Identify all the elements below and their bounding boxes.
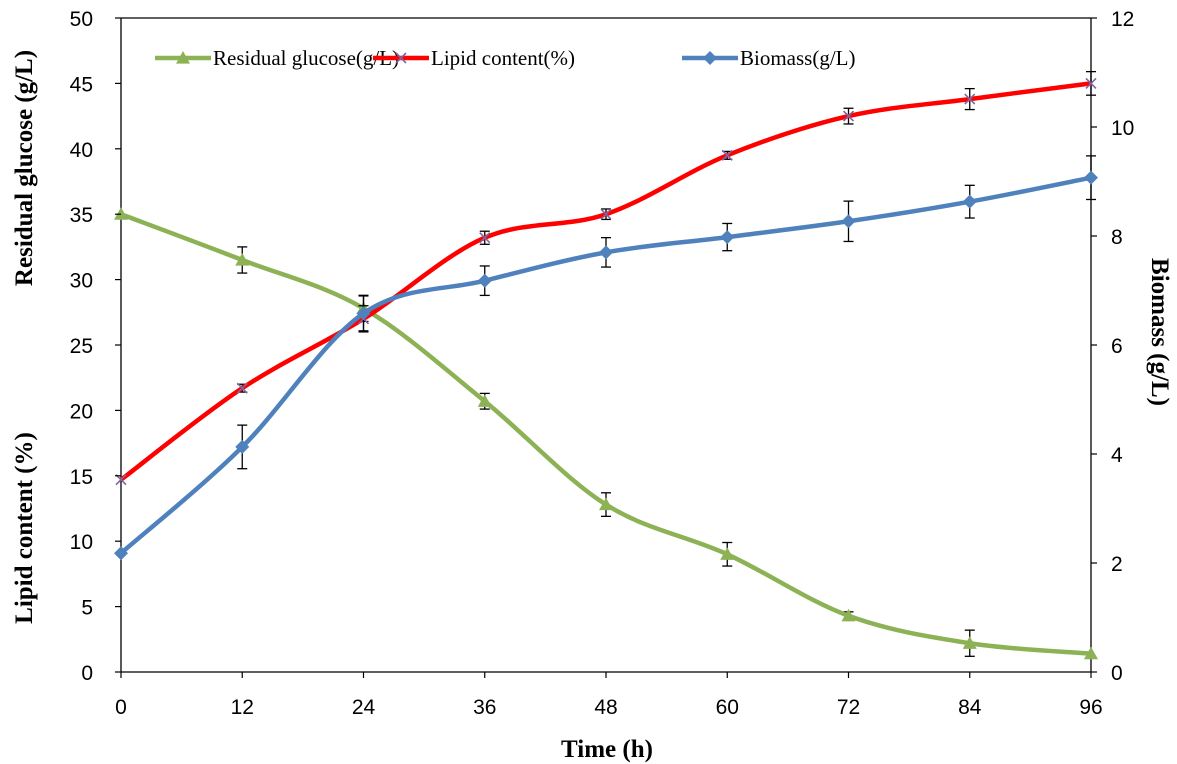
right-axis-title: Biomass (g/L) [1146, 258, 1173, 406]
marker-stroke [1085, 77, 1097, 89]
marker-stroke [842, 110, 855, 122]
right-tick-label: 12 [1111, 8, 1134, 31]
legend-label: Residual glucose(g/L) [213, 46, 399, 70]
data-point-biomass [599, 245, 613, 260]
data-point-biomass [356, 306, 371, 321]
marker-stroke [115, 474, 127, 486]
legend-marker [176, 51, 190, 64]
marker-stroke [479, 232, 491, 244]
data-point-biomass [477, 273, 492, 288]
plot-frame [120, 17, 1092, 673]
data-point-residual-glucose [962, 636, 977, 649]
series-residual-glucose [114, 207, 1098, 660]
left-tick-label: 25 [70, 335, 93, 358]
left-tick-label: 0 [81, 662, 93, 685]
marker-stroke [721, 149, 733, 161]
right-tick-label: 4 [1111, 444, 1123, 467]
legend-label: Lipid content(%) [431, 46, 575, 70]
legend-item-residual-glucose: Residual glucose(g/L) [155, 46, 399, 70]
right-tick-label: 2 [1111, 553, 1123, 576]
data-point-lipid-content [721, 149, 733, 161]
left-axis-title-top: Residual glucose (g/L) [11, 50, 38, 286]
right-tick-label: 0 [1111, 662, 1123, 685]
series-lipid-content [115, 70, 1097, 486]
data-point-biomass [962, 194, 977, 209]
left-tick-label: 30 [70, 270, 93, 293]
left-tick-label: 40 [70, 139, 93, 162]
series-line-residual-glucose [120, 212, 1092, 656]
left-tick-label: 50 [70, 8, 93, 31]
left-tick-label: 10 [70, 531, 93, 554]
x-tick-label: 0 [115, 696, 127, 719]
left-tick-label: 15 [70, 466, 93, 489]
data-point-lipid-content [236, 382, 248, 394]
left-tick-label: 35 [70, 204, 93, 227]
left-tick-label: 20 [70, 400, 93, 423]
x-tick-label: 12 [231, 696, 254, 719]
x-tick-label: 84 [958, 696, 982, 719]
data-point-residual-glucose [114, 207, 128, 220]
legend-item-lipid-content: Lipid content(%) [373, 46, 575, 70]
legend-marker [395, 52, 407, 64]
ticks-layer: 0 12 24 36 48 60 72 84 9605101520253035404550024… [70, 8, 1135, 719]
data-point-biomass [841, 214, 856, 229]
x-tick-label: 24 [352, 696, 376, 719]
data-point-residual-glucose [1084, 646, 1098, 660]
marker-stroke [600, 208, 612, 220]
x-tick-label: 60 [716, 696, 739, 719]
right-tick-label: 10 [1111, 117, 1134, 140]
marker-stroke [964, 93, 976, 105]
legend-label: Biomass(g/L) [740, 46, 856, 70]
x-tick-label: 72 [837, 696, 860, 719]
right-tick-label: 8 [1111, 226, 1123, 249]
data-point-residual-glucose [841, 608, 856, 622]
data-point-biomass [720, 230, 735, 245]
left-axis-title-bottom: Lipid content (%) [11, 432, 38, 624]
x-axis-title: Time (h) [561, 736, 653, 763]
data-point-lipid-content [964, 93, 976, 105]
data-point-lipid-content [842, 110, 855, 122]
legend-marker [703, 51, 717, 65]
legend: Residual glucose(g/L) Lipid content(%) Bio… [155, 46, 856, 70]
data-point-residual-glucose [720, 547, 735, 560]
data-point-lipid-content [600, 208, 612, 220]
marker-stroke [236, 382, 248, 394]
data-point-residual-glucose [599, 497, 613, 511]
series-layer [114, 70, 1098, 660]
data-point-biomass [114, 546, 128, 561]
legend-item-biomass: Biomass(g/L) [682, 46, 856, 70]
left-tick-label: 5 [81, 597, 93, 620]
right-tick-label: 6 [1111, 335, 1123, 358]
data-point-residual-glucose [235, 252, 250, 266]
left-tick-label: 45 [70, 73, 93, 96]
data-point-biomass [235, 439, 250, 454]
data-point-lipid-content [479, 232, 491, 244]
data-point-biomass [1084, 170, 1098, 185]
x-tick-label: 96 [1079, 696, 1102, 719]
series-biomass [114, 155, 1098, 561]
data-point-residual-glucose [477, 394, 492, 407]
marker-stroke [395, 52, 407, 64]
data-point-lipid-content [1085, 77, 1097, 89]
x-tick-label: 48 [594, 696, 617, 719]
x-tick-label: 36 [473, 696, 496, 719]
